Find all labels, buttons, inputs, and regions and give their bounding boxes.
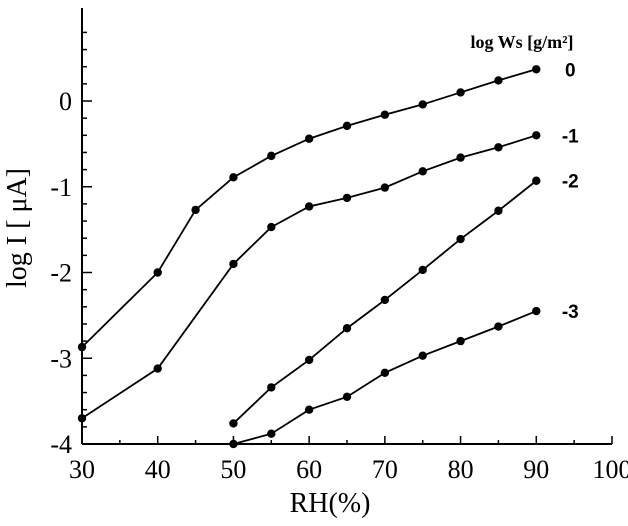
series-name-label: 0 (565, 60, 576, 81)
data-point (494, 206, 503, 215)
legend-title: log Ws [g/m²] (470, 32, 573, 52)
x-tick-label: 100 (593, 455, 628, 484)
x-axis-title: RH(%) (290, 488, 371, 519)
series-3 (229, 306, 541, 449)
series-name-label: -2 (562, 172, 579, 193)
data-point (191, 205, 200, 215)
series-name-label: -3 (562, 302, 579, 323)
data-point (380, 183, 390, 192)
data-point (342, 193, 352, 203)
data-point (380, 295, 390, 305)
data-point (304, 134, 314, 143)
series-name-label: -1 (562, 126, 579, 147)
data-point (304, 405, 314, 414)
series-labels: 0 -1 -2 -3 (562, 60, 579, 323)
x-tick-label: 60 (296, 455, 322, 484)
data-point (532, 131, 541, 140)
data-point (229, 419, 238, 428)
axes (81, 8, 612, 445)
y-tick-label: -1 (50, 173, 72, 202)
data-point (304, 355, 314, 365)
series-2 (229, 176, 541, 428)
data-point (456, 88, 465, 97)
data-point (494, 76, 503, 85)
x-tick-label: 50 (220, 455, 246, 484)
series-1 (77, 131, 541, 423)
data-point (153, 364, 162, 373)
data-point (456, 153, 465, 162)
data-point (304, 202, 314, 211)
data-point (342, 392, 352, 402)
series-line (233, 310, 537, 445)
data-point (267, 151, 276, 161)
y-tick-label: -2 (50, 259, 72, 288)
data-point (532, 65, 541, 74)
data-point (532, 306, 541, 316)
x-tick-label: 90 (523, 455, 549, 484)
data-point (267, 429, 276, 438)
data-point (267, 222, 276, 232)
series-layer (77, 65, 541, 449)
data-point (77, 414, 87, 423)
y-tick-label: -3 (50, 344, 72, 373)
data-point (229, 173, 238, 182)
tick-marks (81, 31, 613, 445)
y-tick-label: 0 (59, 87, 72, 116)
tick-labels: 30 40 50 60 70 80 90 100 0 -1 -2 -3 -4 (50, 87, 628, 484)
data-point (153, 268, 162, 277)
data-point (342, 121, 352, 131)
data-point (532, 176, 541, 185)
x-tick-label: 40 (145, 455, 171, 484)
y-tick-label: -4 (50, 430, 72, 459)
x-tick-label: 70 (372, 455, 398, 484)
series-0 (77, 65, 541, 352)
data-point (229, 259, 238, 269)
data-point (77, 342, 87, 352)
data-point (418, 265, 427, 275)
data-point (494, 322, 503, 331)
data-point (342, 324, 352, 333)
data-point (267, 383, 276, 392)
data-point (380, 368, 390, 378)
series-line (81, 134, 537, 420)
x-tick-label: 80 (448, 455, 474, 484)
data-point (229, 439, 238, 449)
x-tick-label: 30 (69, 455, 95, 484)
data-point (418, 100, 427, 109)
data-point (380, 110, 390, 119)
series-line (81, 68, 537, 348)
data-point (494, 143, 503, 152)
data-point (456, 234, 465, 244)
data-point (418, 167, 427, 176)
data-point (418, 351, 427, 360)
y-axis-title: log I [ μA] (2, 168, 33, 288)
data-point (456, 336, 465, 346)
